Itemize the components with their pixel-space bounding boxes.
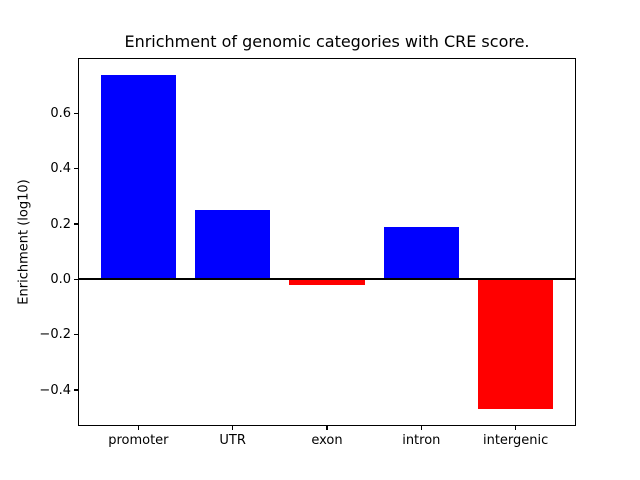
x-tick-mark <box>420 426 423 430</box>
y-tick-label: 0.2 <box>50 216 71 232</box>
plot-area <box>78 58 576 426</box>
x-tick-label-UTR: UTR <box>219 433 246 448</box>
zero-line <box>79 278 575 281</box>
y-tick-label: −0.4 <box>39 382 71 398</box>
x-tick-mark <box>514 426 517 430</box>
x-tick-label-intron: intron <box>402 433 441 448</box>
bar-intron <box>383 226 460 280</box>
y-tick-label: 0.4 <box>50 161 71 177</box>
y-tick-mark <box>74 333 78 336</box>
x-tick-mark <box>137 426 140 430</box>
x-tick-label-exon: exon <box>311 433 343 448</box>
y-tick-mark <box>74 167 78 170</box>
y-tick-mark <box>74 278 78 281</box>
x-tick-label-promoter: promoter <box>108 433 169 448</box>
y-tick-mark <box>74 389 78 391</box>
bar-intergenic <box>477 279 554 410</box>
x-tick-label-intergenic: intergenic <box>482 433 549 448</box>
x-tick-mark <box>326 426 328 430</box>
bar-promoter <box>100 74 177 280</box>
y-tick-mark <box>74 112 78 115</box>
y-tick-label: −0.2 <box>39 327 71 343</box>
chart-title: Enrichment of genomic categories with CR… <box>124 32 530 51</box>
y-tick-label: 0.6 <box>50 105 71 121</box>
y-tick-label: 0.0 <box>50 271 71 287</box>
y-tick-mark <box>74 223 78 225</box>
bar-exon <box>289 279 365 285</box>
bar-UTR <box>194 210 271 280</box>
x-tick-mark <box>231 426 234 430</box>
